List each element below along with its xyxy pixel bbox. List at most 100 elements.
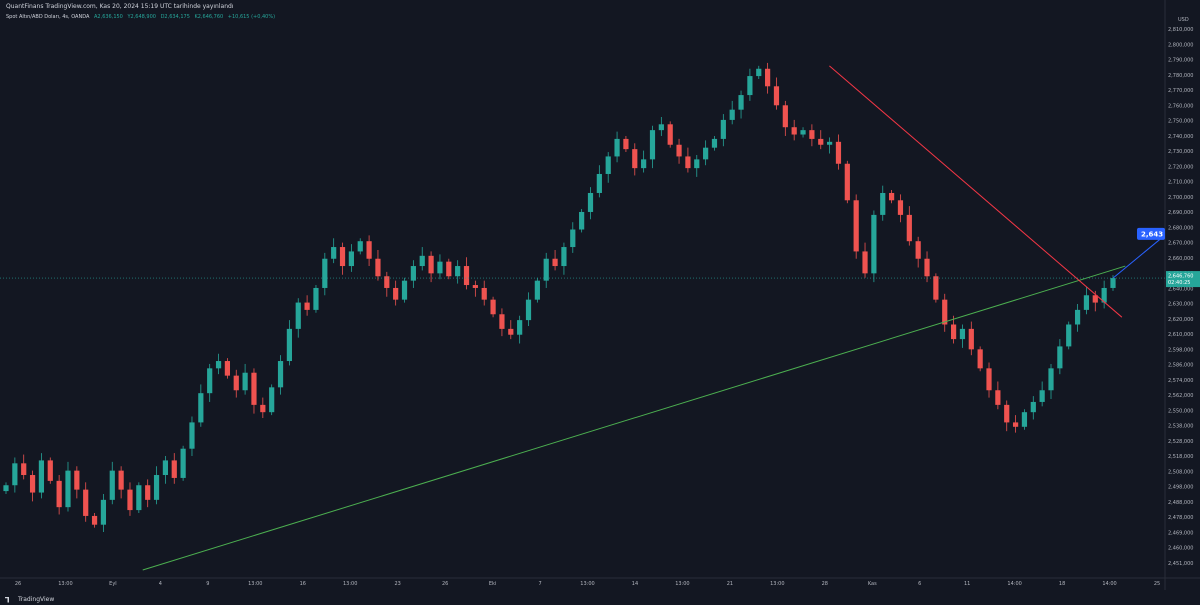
candle-body <box>897 200 904 215</box>
candle-body <box>543 258 549 281</box>
candle-body <box>658 124 664 131</box>
price-tick-label: 2,810,000 <box>1168 27 1193 33</box>
price-tick-label: 2,760,000 <box>1168 103 1193 109</box>
tradingview-logo-icon <box>5 596 9 603</box>
candle-body <box>711 138 718 148</box>
candle-body <box>641 159 647 169</box>
candle-body <box>508 328 514 335</box>
candle-body <box>180 448 186 478</box>
price-tick-label: 2,790,000 <box>1168 58 1193 64</box>
candle-body <box>145 485 151 500</box>
candle-body <box>1110 278 1116 288</box>
time-tick-label: 25 <box>1154 581 1160 587</box>
time-tick-label: 7 <box>538 581 541 587</box>
candle-body <box>277 361 284 388</box>
time-tick-label: 13:00 <box>580 581 594 587</box>
time-tick-label: 26 <box>442 581 448 587</box>
price-tick-label: 2,720,000 <box>1168 164 1193 170</box>
price-tick-label: 2,640,000 <box>1168 286 1193 292</box>
time-tick-label: 28 <box>822 581 828 587</box>
candle-body <box>1030 401 1036 413</box>
currency-label[interactable]: USD <box>1178 17 1189 23</box>
support-trendline <box>142 265 1126 571</box>
candle-body <box>1048 368 1054 391</box>
time-tick-label: 11 <box>964 581 970 587</box>
open-value: A2,636,150 <box>94 14 123 20</box>
candle-body <box>410 266 416 281</box>
symbol-name[interactable]: Spot Altın/ABD Doları, 4s, OANDA <box>6 14 90 20</box>
candle-body <box>366 241 372 259</box>
candle-body <box>198 393 204 423</box>
candle-body <box>224 361 230 376</box>
time-tick-label: 26 <box>15 581 21 587</box>
candle-body <box>835 141 842 164</box>
candle-body <box>906 214 912 242</box>
candle-body <box>3 485 9 492</box>
tradingview-footer: TradingView <box>5 596 54 603</box>
candle-body <box>153 475 160 500</box>
candle-body <box>242 372 248 391</box>
price-tick-label: 2,586,000 <box>1168 363 1193 369</box>
candle-body <box>1012 422 1019 427</box>
time-tick-label: 13:00 <box>770 581 784 587</box>
candle-body <box>384 276 390 288</box>
price-tick-label: 2,680,000 <box>1168 225 1193 231</box>
candle-body <box>313 287 319 310</box>
candle-body <box>74 470 80 490</box>
candle-body <box>809 130 815 139</box>
candle-body <box>649 130 656 160</box>
candle-body <box>207 368 213 394</box>
candle-body <box>233 375 239 391</box>
time-tick-label: 9 <box>206 581 209 587</box>
candle-body <box>800 130 806 135</box>
candle-body <box>127 489 133 511</box>
candle-body <box>977 349 983 369</box>
price-tick-label: 2,562,000 <box>1168 393 1193 399</box>
candle-body <box>348 251 354 267</box>
price-tick-label: 2,750,000 <box>1168 119 1193 125</box>
candle-body <box>136 485 142 511</box>
projection-badge <box>1137 227 1165 240</box>
price-tick-label: 2,488,000 <box>1168 500 1193 506</box>
time-ticks: 26 13:00 Eyl 4 9 13:00 16 13:00 23 26 Eki 7 13:00 14 1… <box>15 581 1160 587</box>
candle-body <box>65 470 71 508</box>
candle-body <box>375 258 381 277</box>
candle-body <box>401 280 408 300</box>
price-tick-label: 2,740,000 <box>1168 134 1193 140</box>
candle-body <box>331 247 337 259</box>
candle-body <box>1021 412 1028 427</box>
candle-body <box>605 156 611 174</box>
candle-body <box>83 489 89 516</box>
candle-body <box>393 287 399 300</box>
time-tick-label: 4 <box>159 581 162 587</box>
candles <box>3 62 1116 533</box>
candle-body <box>942 299 948 325</box>
price-tick-label: 2,498,000 <box>1168 485 1193 491</box>
candle-body <box>517 320 523 335</box>
price-tick-label: 2,730,000 <box>1168 149 1193 155</box>
candle-body <box>968 328 974 350</box>
candle-body <box>322 258 328 288</box>
candle-body <box>1057 346 1063 369</box>
candle-body <box>915 241 921 259</box>
trendlines[interactable] <box>0 65 1165 571</box>
candle-body <box>1066 324 1072 347</box>
candle-body <box>933 276 939 300</box>
time-tick-label: 13:00 <box>248 581 262 587</box>
candle-body <box>587 192 594 212</box>
candle-body <box>339 247 346 267</box>
price-tick-label: 2,528,000 <box>1168 439 1193 445</box>
candle-body <box>47 460 53 481</box>
candle-body <box>91 515 98 525</box>
candle-body <box>12 463 18 486</box>
candle-body <box>269 387 275 413</box>
candle-body <box>118 470 124 490</box>
time-tick-label: 13:00 <box>675 581 689 587</box>
candle-body <box>570 229 576 248</box>
candle-body <box>747 76 753 96</box>
price-axis-panel[interactable] <box>1165 0 1200 605</box>
price-tick-label: 2,550,000 <box>1168 408 1193 414</box>
candle-body <box>694 159 700 169</box>
candle-body <box>729 109 735 120</box>
